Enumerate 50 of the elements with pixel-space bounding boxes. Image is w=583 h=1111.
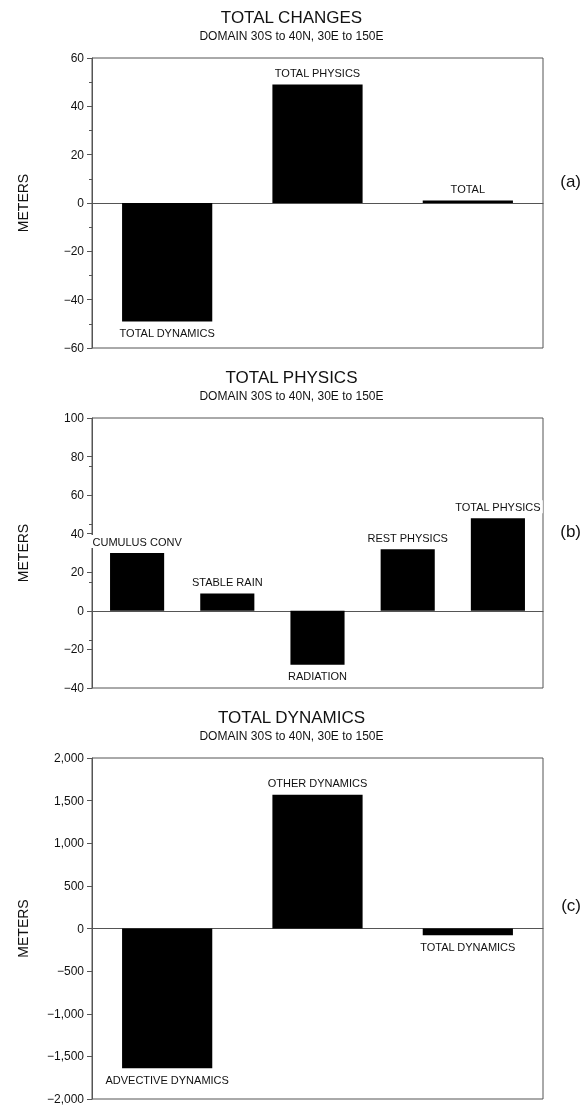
y-tick-label: 1,000 bbox=[53, 836, 85, 851]
y-tick-label: 1,500 bbox=[53, 793, 85, 808]
bar bbox=[290, 610, 345, 665]
y-tick-label: −1,500 bbox=[46, 1049, 85, 1064]
y-tick-label: 0 bbox=[77, 603, 85, 618]
y-axis-title: METERS bbox=[15, 523, 31, 583]
y-tick-label: 60 bbox=[70, 51, 85, 65]
chart-title: TOTAL CHANGES bbox=[220, 8, 363, 27]
text: (c) bbox=[561, 896, 582, 916]
y-tick-label: −2,000 bbox=[46, 1092, 85, 1106]
y-tick-label: −60 bbox=[63, 341, 85, 355]
bar bbox=[110, 553, 165, 611]
y-tick-label: 80 bbox=[70, 449, 85, 464]
y-tick-label: −500 bbox=[56, 964, 85, 979]
y-tick-label: 0 bbox=[77, 921, 85, 936]
y-tick-label: 20 bbox=[70, 147, 85, 162]
text: (b) bbox=[560, 522, 581, 542]
y-tick-label: 100 bbox=[63, 411, 85, 425]
chart-subtitle: DOMAIN 30S to 40N, 30E to 150E bbox=[199, 389, 384, 403]
y-axis-title: METERS bbox=[15, 173, 31, 233]
x-tick-label: OTHER DYNAMICS bbox=[267, 777, 368, 790]
y-tick-label: −40 bbox=[63, 292, 85, 307]
x-tick-label: CUMULUS CONV bbox=[92, 535, 183, 548]
bar bbox=[272, 84, 363, 203]
chart-title: TOTAL PHYSICS bbox=[225, 368, 358, 387]
y-tick-label: 20 bbox=[70, 565, 85, 580]
y-tick-label: 40 bbox=[70, 526, 85, 541]
bar bbox=[380, 549, 435, 611]
y-tick-label: 2,000 bbox=[53, 751, 85, 765]
y-tick-label: 60 bbox=[70, 488, 85, 503]
y-axis-title: METERS bbox=[15, 899, 31, 958]
y-tick-label: 0 bbox=[77, 196, 85, 210]
text: (a) bbox=[560, 171, 581, 191]
y-tick-label: −20 bbox=[63, 642, 85, 657]
chart-subtitle: DOMAIN 30S to 40N, 30E to 150E bbox=[199, 29, 384, 43]
bar bbox=[200, 593, 255, 611]
x-tick-label: REST PHYSICS bbox=[367, 531, 448, 544]
x-tick-label: TOTAL bbox=[450, 183, 486, 196]
y-tick-label: 500 bbox=[63, 878, 85, 893]
x-tick-label: ADVECTIVE DYNAMICS bbox=[105, 1073, 229, 1086]
x-tick-label: STABLE RAIN bbox=[191, 576, 263, 588]
chart-subtitle: DOMAIN 30S to 40N, 30E to 150E bbox=[199, 729, 384, 743]
y-tick-label: −20 bbox=[63, 244, 85, 259]
bar bbox=[470, 518, 525, 611]
y-tick-label: 40 bbox=[70, 99, 85, 114]
bar bbox=[122, 203, 213, 322]
chart-title: TOTAL DYNAMICS bbox=[217, 708, 366, 727]
y-tick-label: −40 bbox=[63, 681, 85, 695]
y-tick-label: −1,000 bbox=[46, 1006, 85, 1021]
x-tick-label: RADIATION bbox=[287, 670, 348, 683]
